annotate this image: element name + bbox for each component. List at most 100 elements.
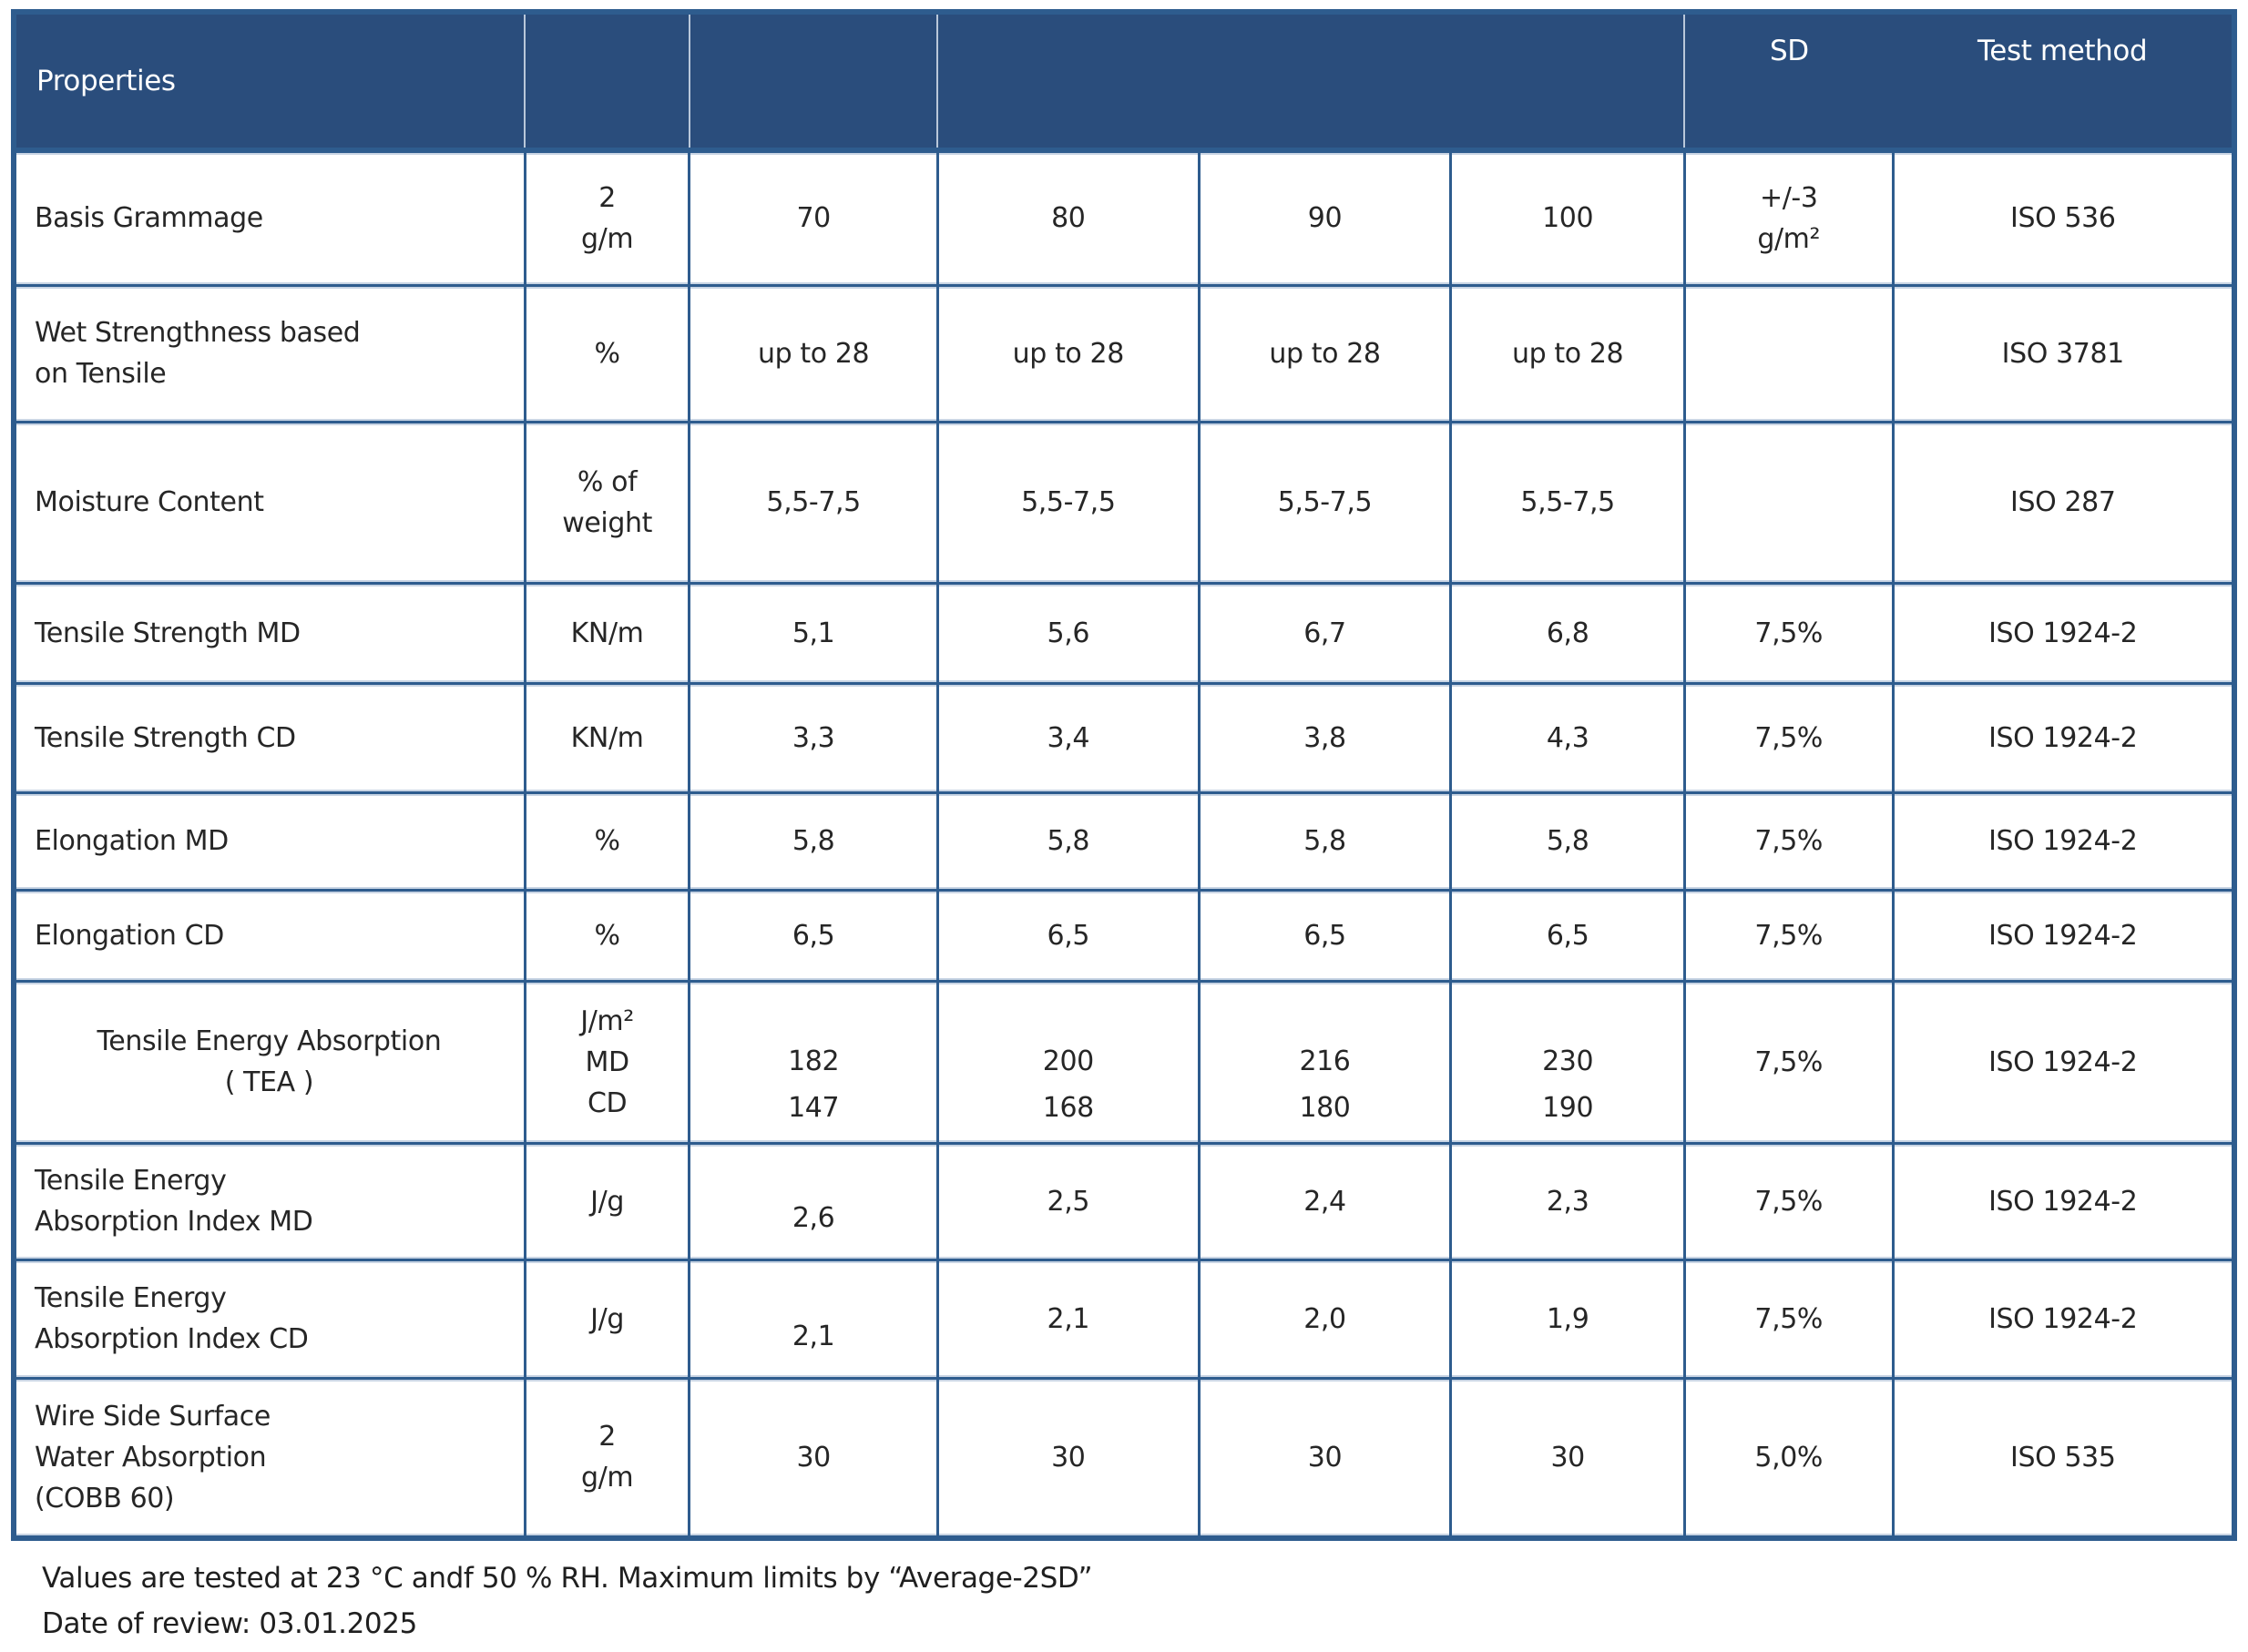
value-cell: 5,5-7,5 — [688, 420, 939, 585]
unit-cell: 2 g/m — [523, 1376, 691, 1540]
table-row: Basis Grammage 2 g/m 70 80 90 100 +/-3 g/m² ISO… — [12, 148, 2236, 287]
value-cell: 30 — [935, 1376, 1201, 1540]
spec-table-body: Basis Grammage 2 g/m 70 80 90 100 +/-3 g/m² ISO… — [12, 148, 2236, 1540]
header-test-method-label: Test method — [1977, 35, 2148, 67]
unit-cell: % of weight — [523, 420, 691, 585]
value-cell: 3,4 — [935, 681, 1201, 794]
property-cell: Elongation CD — [12, 888, 526, 983]
value-cell: 2,1 — [688, 1258, 939, 1380]
header-properties-label: Properties — [12, 12, 526, 153]
table-row: Elongation MD% 5,8 5,8 5,8 5,8 7,5% ISO 1924-2 — [12, 790, 2236, 892]
value-cell: 2,3 — [1449, 1141, 1686, 1261]
sd-cell: 5,0% — [1682, 1376, 1895, 1540]
table-row: Moisture Content% of weight 5,5-7,5 5,5-7,… — [12, 420, 2236, 585]
property-cell: Moisture Content — [12, 420, 526, 585]
value-cell: 200 168 — [935, 979, 1201, 1145]
test-method-cell: ISO 287 — [1891, 420, 2236, 585]
sd-cell: 7,5% — [1682, 1258, 1895, 1380]
property-cell: Tensile Strength CD — [12, 681, 526, 794]
value-cell: 230 190 — [1449, 979, 1686, 1145]
sd-cell: +/-3 g/m² — [1682, 148, 1895, 287]
header-sd-method-cell: SD Test method — [1683, 12, 2235, 153]
value-cell: 3,8 — [1197, 681, 1453, 794]
property-cell: Tensile Strength MD — [12, 581, 526, 685]
value-cell: 5,8 — [688, 790, 939, 892]
test-method-cell: ISO 1924-2 — [1891, 888, 2236, 983]
test-method-cell: ISO 1924-2 — [1891, 1141, 2236, 1261]
sd-cell: 7,5% — [1682, 979, 1895, 1145]
sd-cell — [1682, 283, 1895, 423]
value-cell: up to 28 — [1449, 283, 1686, 423]
value-cell: 5,5-7,5 — [1197, 420, 1453, 585]
property-cell: Basis Grammage — [12, 148, 526, 287]
value-cell: up to 28 — [935, 283, 1201, 423]
table-row: Elongation CD% 6,5 6,5 6,5 6,5 7,5% ISO 1924-2 — [12, 888, 2236, 983]
value-cell: 30 — [1449, 1376, 1686, 1540]
header-sd-label: SD — [1770, 35, 1809, 67]
value-cell: 2,0 — [1197, 1258, 1453, 1380]
unit-cell: J/g — [523, 1258, 691, 1380]
test-method-cell: ISO 1924-2 — [1891, 681, 2236, 794]
unit-cell: KN/m — [523, 581, 691, 685]
sd-cell: 7,5% — [1682, 790, 1895, 892]
value-cell: 6,7 — [1197, 581, 1453, 685]
value-cell: 6,8 — [1449, 581, 1686, 685]
sd-cell: 7,5% — [1682, 888, 1895, 983]
table-row: Tensile Energy Absorption Index CD J/g 2,1… — [12, 1258, 2236, 1380]
footnote: Values are tested at 23 °C andf 50 % RH.… — [42, 1555, 2237, 1647]
property-cell: Wet Strengthness based on Tensile — [12, 283, 526, 423]
property-cell: Tensile Energy Absorption Index MD — [12, 1141, 526, 1261]
value-cell: up to 28 — [688, 283, 939, 423]
value-cell: 5,1 — [688, 581, 939, 685]
unit-cell: % — [523, 790, 691, 892]
sd-cell — [1682, 420, 1895, 585]
property-cell: Wire Side Surface Water Absorption (COBB… — [12, 1376, 526, 1540]
value-cell: 4,3 — [1449, 681, 1686, 794]
value-cell: 6,5 — [1449, 888, 1686, 983]
footnote-line-2: Date of review: 03.01.2025 — [42, 1607, 417, 1641]
value-cell: 5,5-7,5 — [1449, 420, 1686, 585]
property-cell: Tensile Energy Absorption Index CD — [12, 1258, 526, 1380]
test-method-cell: ISO 1924-2 — [1891, 1258, 2236, 1380]
table-row: Wet Strengthness based on Tensile% up to … — [12, 283, 2236, 423]
test-method-cell: ISO 3781 — [1891, 283, 2236, 423]
property-cell: Tensile Energy Absorption ( TEA ) — [12, 979, 526, 1145]
value-cell: 30 — [688, 1376, 939, 1540]
sd-cell: 7,5% — [1682, 1141, 1895, 1261]
test-method-cell: ISO 536 — [1891, 148, 2236, 287]
properties-spec-table: Properties SD Test method Basis Grammage… — [11, 9, 2237, 1541]
value-cell: 3,3 — [688, 681, 939, 794]
value-cell: 70 — [688, 148, 939, 287]
value-cell: 6,5 — [935, 888, 1201, 983]
table-row: Tensile Strength CD KN/m 3,3 3,4 3,8 4,3 7,5% I… — [12, 681, 2236, 794]
unit-cell: KN/m — [523, 681, 691, 794]
sd-cell: 7,5% — [1682, 681, 1895, 794]
table-header-row: Properties SD Test method — [12, 12, 2235, 153]
test-method-cell: ISO 1924-2 — [1891, 790, 2236, 892]
value-cell: 2,4 — [1197, 1141, 1453, 1261]
header-empty-units-cell — [524, 12, 690, 153]
value-cell: up to 28 — [1197, 283, 1453, 423]
value-cell: 1,9 — [1449, 1258, 1686, 1380]
test-method-cell: ISO 535 — [1891, 1376, 2236, 1540]
value-cell: 6,5 — [688, 888, 939, 983]
value-cell: 5,5-7,5 — [935, 420, 1201, 585]
value-cell: 5,8 — [1449, 790, 1686, 892]
value-cell: 6,5 — [1197, 888, 1453, 983]
table-row: Tensile Strength MD KN/m 5,1 5,6 6,7 6,8 7,5% I… — [12, 581, 2236, 685]
unit-cell: J/g — [523, 1141, 691, 1261]
value-cell: 2,5 — [935, 1141, 1201, 1261]
test-method-cell: ISO 1924-2 — [1891, 581, 2236, 685]
sd-cell: 7,5% — [1682, 581, 1895, 685]
value-cell: 2,1 — [935, 1258, 1201, 1380]
footnote-line-1: Values are tested at 23 °C andf 50 % RH.… — [42, 1562, 1093, 1595]
value-cell: 90 — [1197, 148, 1453, 287]
unit-cell: J/m² MD CD — [523, 979, 691, 1145]
test-method-cell: ISO 1924-2 — [1891, 979, 2236, 1145]
unit-cell: 2 g/m — [523, 148, 691, 287]
table-row: Tensile Energy Absorption Index MD J/g 2,6… — [12, 1141, 2236, 1261]
header-sd-method-wrap: SD Test method — [1685, 15, 2232, 67]
value-cell: 5,8 — [935, 790, 1201, 892]
value-cell: 216 180 — [1197, 979, 1453, 1145]
